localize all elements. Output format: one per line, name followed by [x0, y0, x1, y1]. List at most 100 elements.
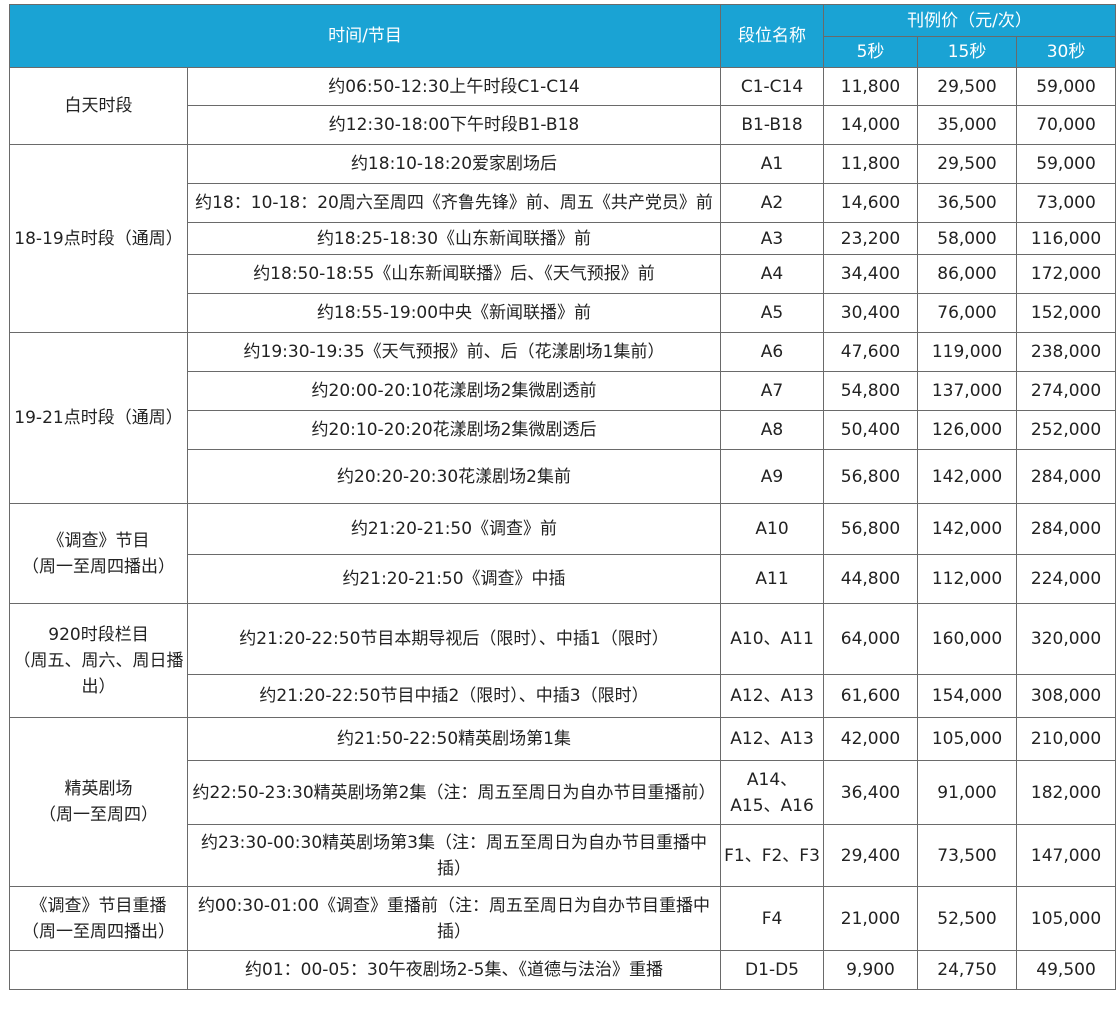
price-15s-cell: 36,500	[917, 183, 1018, 223]
program-cell: 约18：10-18：20周六至周四《齐鲁先锋》前、周五《共产党员》前	[186, 183, 722, 223]
group-label-line: 出）	[81, 676, 116, 697]
program-cell: 约18:25-18:30《山东新闻联播》前	[186, 222, 722, 255]
table-row: 约22:50-23:30精英剧场第2集（注：周五至周日为自办节目重播前） A14、…	[10, 760, 1117, 825]
price-30s-cell: 182,000	[1016, 760, 1117, 825]
price-5s-cell: 61,600	[823, 674, 919, 718]
price-30s-cell: 172,000	[1016, 254, 1117, 294]
price-30s-cell: 284,000	[1016, 503, 1117, 555]
price-30s-cell: 320,000	[1016, 603, 1117, 675]
price-30s-cell: 152,000	[1016, 293, 1117, 333]
slot-cell: A12、A13	[720, 717, 825, 761]
table-row: 920时段栏目 （周五、周六、周日播 出） 约21:20-22:50节目本期导视后（限…	[9, 603, 1117, 718]
program-cell: 约21:50-22:50精英剧场第1集	[186, 717, 722, 761]
program-cell: 约21:20-21:50《调查》前	[186, 503, 722, 555]
table-row: 白天时段 约06:50-12:30上午时段C1-C14 C1-C14 11,800 29…	[9, 67, 1117, 145]
program-cell: 约18:10-18:20爱家剧场后	[186, 144, 722, 184]
price-30s-cell: 308,000	[1016, 674, 1117, 718]
price-30s-cell: 238,000	[1016, 332, 1117, 372]
price-30s-cell: 49,500	[1016, 950, 1117, 990]
group-label: 精英剧场 （周一至周四）	[9, 717, 188, 887]
price-15s-cell: 86,000	[917, 254, 1018, 294]
slot-cell: A14、A15、A16	[720, 760, 825, 825]
group-label-line: 《调查》节目	[47, 530, 150, 551]
price-30s-cell: 224,000	[1016, 554, 1117, 604]
slot-cell: A10、A11	[720, 603, 825, 675]
price-5s-cell: 64,000	[823, 603, 919, 675]
price-30s-cell: 116,000	[1016, 222, 1117, 255]
table-row: 约18:25-18:30《山东新闻联播》前 A3 23,200 58,000 116,0…	[10, 222, 1117, 255]
table-row: 18-19点时段（通周） 约18:10-18:20爱家剧场后 A1 11,800 29,…	[9, 144, 1117, 333]
table-header: 时间/节目 段位名称 刊例价（元/次） 5秒 15秒 30秒	[8, 4, 1117, 68]
price-5s-cell: 44,800	[823, 554, 919, 604]
price-5s-cell: 56,800	[823, 449, 919, 504]
group-label-line: 《调查》节目重播	[30, 895, 167, 916]
price-30s-cell: 284,000	[1016, 449, 1117, 504]
slot-cell: A2	[720, 183, 825, 223]
program-cell: 约19:30-19:35《天气预报》前、后（花漾剧场1集前）	[186, 332, 722, 372]
slot-cell: A3	[720, 222, 825, 255]
table-row: 《调查》节目 （周一至周四播出） 约21:20-21:50《调查》前 A10 56,80…	[9, 503, 1117, 604]
price-15s-cell: 142,000	[917, 503, 1018, 555]
price-15s-cell: 52,500	[917, 886, 1018, 951]
price-5s-cell: 56,800	[823, 503, 919, 555]
group-label: 《调查》节目重播 （周一至周四播出）	[9, 886, 188, 951]
slot-cell: A6	[720, 332, 825, 372]
program-cell: 约12:30-18:00下午时段B1-B18	[186, 105, 722, 145]
group-label: 18-19点时段（通周）	[9, 144, 188, 333]
price-15s-cell: 137,000	[917, 371, 1018, 411]
table-row: 约12:30-18:00下午时段B1-B18 B1-B18 14,000 35,000…	[10, 105, 1117, 145]
program-cell: 约23:30-00:30精英剧场第3集（注：周五至周日为自办节目重播中插）	[186, 824, 722, 887]
price-5s-cell: 34,400	[823, 254, 919, 294]
price-15s-cell: 154,000	[917, 674, 1018, 718]
program-cell: 约20:10-20:20花漾剧场2集微剧透后	[186, 410, 722, 450]
program-cell: 约20:00-20:10花漾剧场2集微剧透前	[186, 371, 722, 411]
program-cell: 约01：00-05：30午夜剧场2-5集、《道德与法治》重播	[186, 950, 722, 990]
price-15s-cell: 160,000	[917, 603, 1018, 675]
table-row: 约18:55-19:00中央《新闻联播》前 A5 30,400 76,000 152,0…	[10, 293, 1117, 333]
program-cell: 约18:50-18:55《山东新闻联播》后、《天气预报》前	[186, 254, 722, 294]
table-row: 《调查》节目重播 （周一至周四播出） 约00:30-01:00《调查》重播前（注：周…	[9, 886, 1117, 951]
price-5s-cell: 14,000	[823, 105, 919, 145]
header-slot-name: 段位名称	[720, 4, 825, 68]
group-label-line: 白天时段	[64, 96, 133, 116]
price-30s-cell: 59,000	[1016, 144, 1117, 184]
group-label-line: 920时段栏目	[48, 624, 149, 645]
price-15s-cell: 29,500	[917, 67, 1018, 106]
price-15s-cell: 58,000	[917, 222, 1018, 255]
group-label	[9, 950, 188, 990]
price-30s-cell: 274,000	[1016, 371, 1117, 411]
price-30s-cell: 70,000	[1016, 105, 1117, 145]
price-5s-cell: 11,800	[823, 67, 919, 106]
price-15s-cell: 126,000	[917, 410, 1018, 450]
price-5s-cell: 50,400	[823, 410, 919, 450]
program-cell: 约22:50-23:30精英剧场第2集（注：周五至周日为自办节目重播前）	[186, 760, 722, 825]
price-30s-cell: 252,000	[1016, 410, 1117, 450]
slot-cell: A1	[720, 144, 825, 184]
header-time-program: 时间/节目	[8, 4, 722, 68]
group-label: 19-21点时段（通周）	[9, 332, 188, 504]
group-label-line: 19-21点时段（通周）	[14, 408, 183, 428]
slot-cell: A8	[720, 410, 825, 450]
group-label-line: （周五、周六、周日播	[13, 650, 184, 671]
slot-cell: A7	[720, 371, 825, 411]
price-5s-cell: 36,400	[823, 760, 919, 825]
price-5s-cell: 30,400	[823, 293, 919, 333]
rate-card: 时间/节目 段位名称 刊例价（元/次） 5秒 15秒 30秒 白天时段 约06:5…	[8, 4, 1117, 990]
price-30s-cell: 105,000	[1016, 886, 1117, 951]
price-5s-cell: 11,800	[823, 144, 919, 184]
header-5s: 5秒	[823, 36, 919, 68]
group-label-line: （周一至周四）	[39, 805, 158, 825]
program-cell: 约20:20-20:30花漾剧场2集前	[186, 449, 722, 504]
program-cell: 约21:20-22:50节目本期导视后（限时）、中插1（限时）	[186, 603, 722, 675]
price-5s-cell: 21,000	[823, 886, 919, 951]
price-15s-cell: 76,000	[917, 293, 1018, 333]
price-15s-cell: 35,000	[917, 105, 1018, 145]
slot-cell: A9	[720, 449, 825, 504]
group-label: 白天时段	[9, 67, 188, 145]
price-15s-cell: 24,750	[917, 950, 1018, 990]
slot-cell: F4	[720, 886, 825, 951]
group-label-line: 精英剧场	[64, 779, 133, 799]
price-30s-cell: 147,000	[1016, 824, 1117, 887]
table-row: 约23:30-00:30精英剧场第3集（注：周五至周日为自办节目重播中插） F1、…	[10, 824, 1117, 887]
header-30s: 30秒	[1016, 36, 1117, 68]
